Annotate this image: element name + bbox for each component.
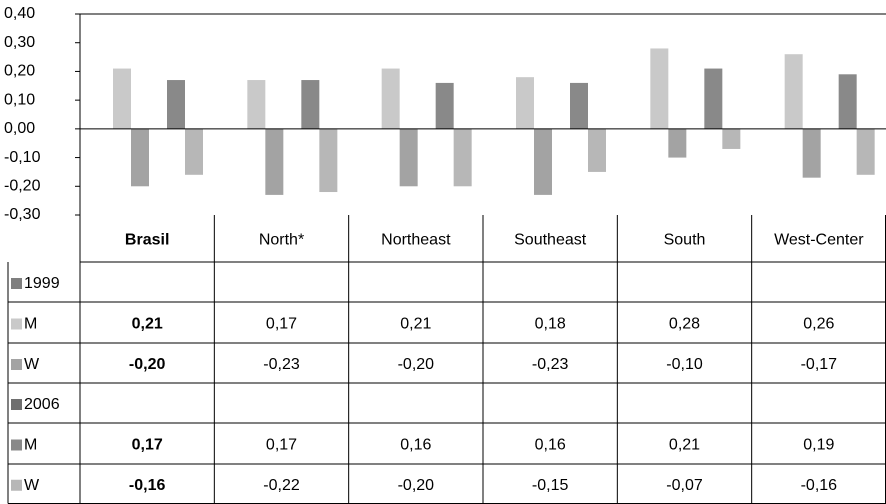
row-label: W [24, 356, 40, 373]
y-tick-label: 0,30 [4, 34, 35, 51]
column-header: West-Center [774, 232, 864, 249]
bar [167, 80, 185, 129]
row-label: M [24, 316, 37, 333]
cell-value: -0,20 [398, 477, 435, 494]
bar [131, 128, 149, 187]
y-tick-label: 0,00 [4, 120, 35, 137]
cell-value: 0,18 [535, 316, 566, 333]
bar [453, 128, 472, 187]
cell-value: -0,16 [801, 477, 838, 494]
legend-swatch [11, 439, 22, 451]
bar [534, 128, 552, 195]
cell-value: 0,17 [266, 437, 297, 454]
y-tick-label: 0,20 [4, 63, 35, 80]
column-header: Southeast [514, 232, 587, 249]
cell-value: 0,21 [132, 316, 163, 333]
row-label: M [24, 437, 37, 454]
legend-swatch [11, 479, 22, 491]
bar [838, 74, 857, 129]
bar [516, 77, 534, 129]
bar [265, 128, 284, 195]
bar [704, 68, 723, 129]
legend-swatch [11, 359, 22, 370]
cell-value: -0,07 [666, 477, 703, 494]
row-label: 1999 [24, 275, 60, 292]
bar [399, 128, 418, 187]
cell-value: 0,19 [803, 437, 834, 454]
bar [588, 128, 606, 172]
bar [381, 68, 400, 129]
bar [668, 128, 687, 158]
cell-value: -0,15 [532, 477, 569, 494]
cell-value: -0,23 [532, 356, 569, 373]
column-header: South [664, 232, 706, 249]
bar [247, 80, 266, 129]
y-tick-label: 0,10 [4, 91, 35, 108]
cell-value: -0,20 [129, 356, 166, 373]
bar [113, 68, 131, 129]
y-tick-label: -0,30 [4, 206, 41, 223]
bar [650, 48, 669, 129]
row-label: 2006 [24, 396, 60, 413]
cell-value: -0,16 [129, 477, 166, 494]
cell-value: 0,26 [803, 316, 834, 333]
bar [301, 80, 320, 129]
cell-value: 0,17 [132, 437, 163, 454]
legend-swatch [11, 399, 22, 410]
cell-value: -0,23 [263, 356, 300, 373]
bar [802, 128, 821, 178]
y-tick-label: -0,20 [4, 178, 41, 195]
cell-value: 0,21 [669, 437, 700, 454]
cell-value: 0,16 [535, 437, 566, 454]
y-tick-label: 0,40 [4, 5, 35, 22]
column-header: Brasil [125, 232, 169, 249]
bar [722, 128, 741, 149]
column-header: North* [259, 232, 304, 249]
cell-value: 0,21 [400, 316, 431, 333]
legend-swatch [11, 278, 22, 289]
cell-value: -0,22 [263, 477, 300, 494]
cell-value: -0,10 [666, 356, 703, 373]
bar [185, 128, 203, 175]
cell-value: 0,28 [669, 316, 700, 333]
row-label: W [24, 477, 40, 494]
cell-value: 0,17 [266, 316, 297, 333]
cell-value: -0,20 [398, 356, 435, 373]
bar [856, 128, 875, 175]
y-tick-label: -0,10 [4, 149, 41, 166]
bar [435, 82, 454, 129]
bar [319, 128, 338, 193]
cell-value: 0,16 [400, 437, 431, 454]
cell-value: -0,17 [801, 356, 838, 373]
legend-swatch [11, 318, 22, 330]
bar [784, 54, 803, 129]
column-header: Northeast [381, 232, 451, 249]
bar [570, 82, 588, 129]
